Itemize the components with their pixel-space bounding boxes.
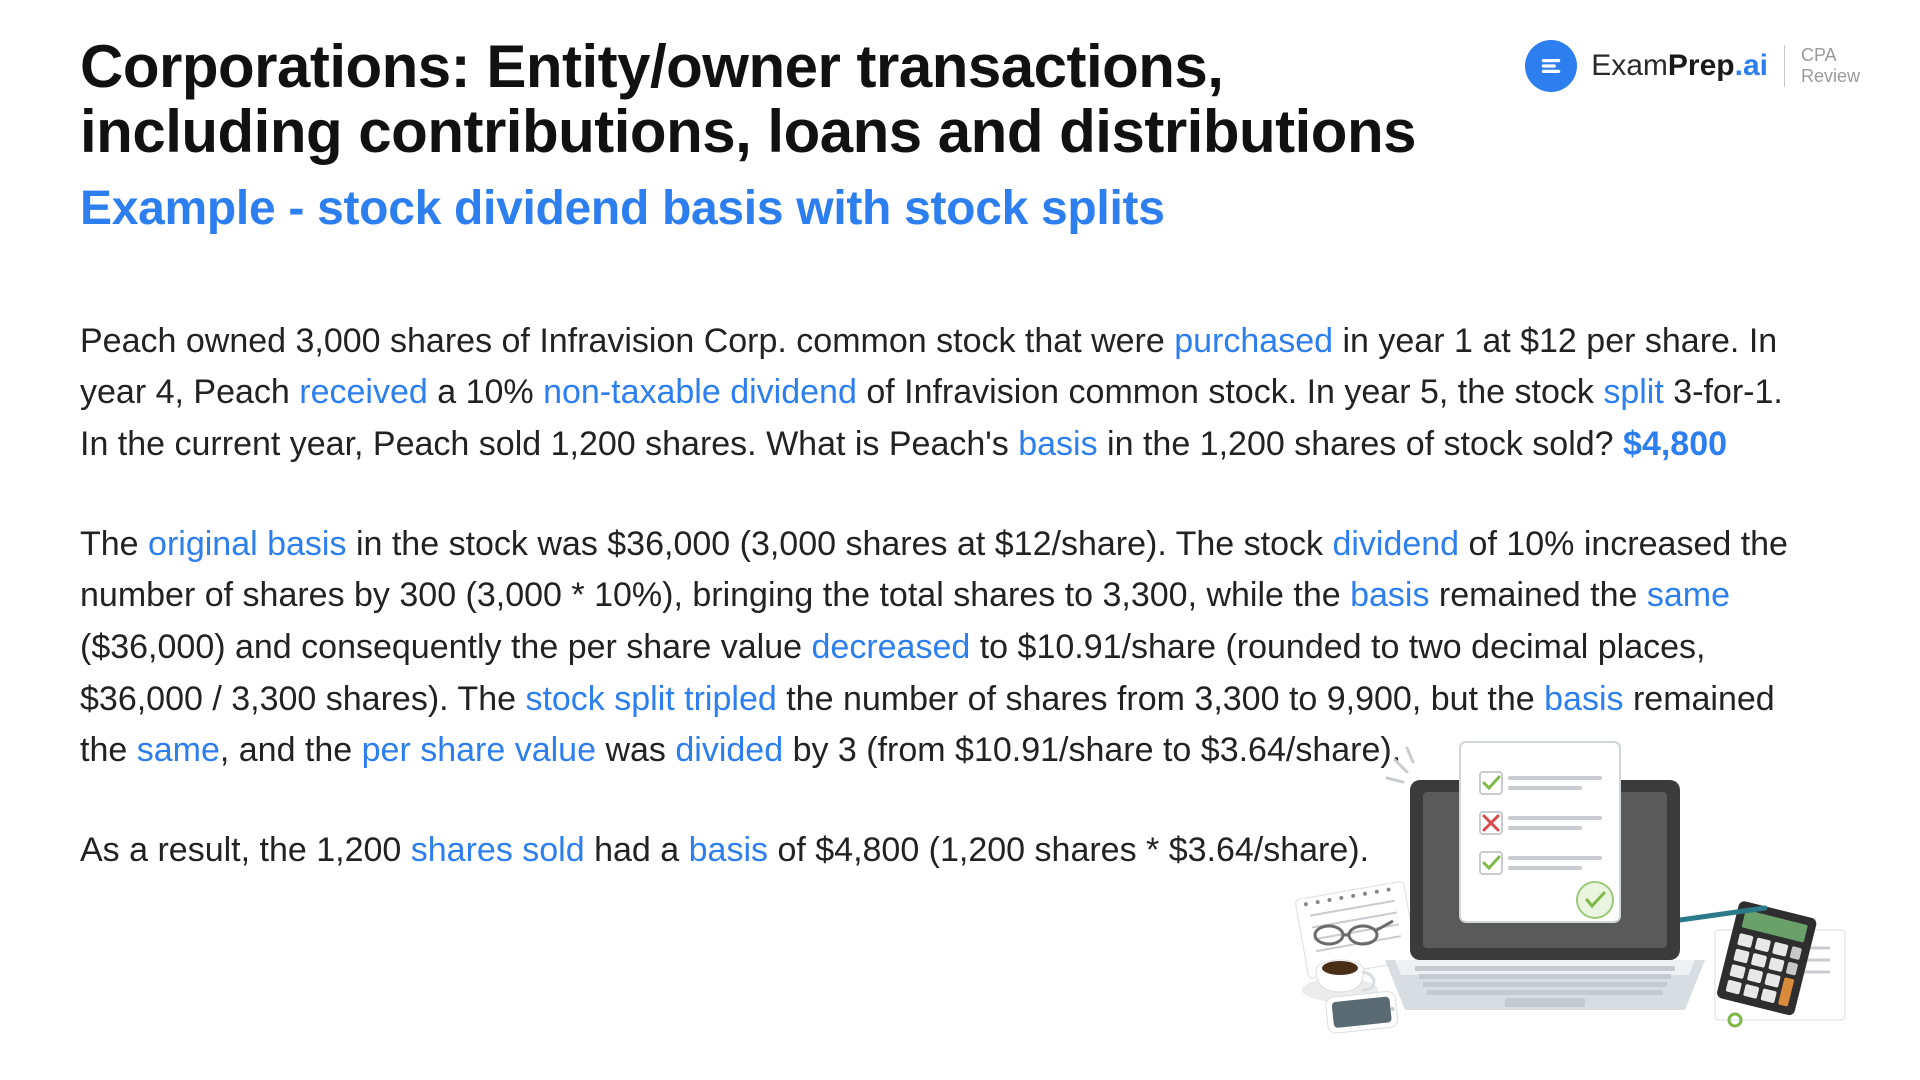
decorative-illustration (1285, 730, 1865, 1040)
page-title: Corporations: Entity/owner transactions,… (80, 35, 1480, 165)
brand-subtitle: CPA Review (1801, 45, 1860, 86)
brand-divider (1784, 45, 1785, 87)
brand-logo: ExamPrep.ai CPA Review (1525, 40, 1860, 92)
paragraph-question: Peach owned 3,000 shares of Infravision … (80, 316, 1800, 471)
brand-name: ExamPrep.ai (1591, 49, 1768, 83)
answer-value: $4,800 (1623, 425, 1727, 463)
brand-badge-icon (1525, 40, 1577, 92)
page-subtitle: Example - stock dividend basis with stoc… (80, 181, 1840, 236)
